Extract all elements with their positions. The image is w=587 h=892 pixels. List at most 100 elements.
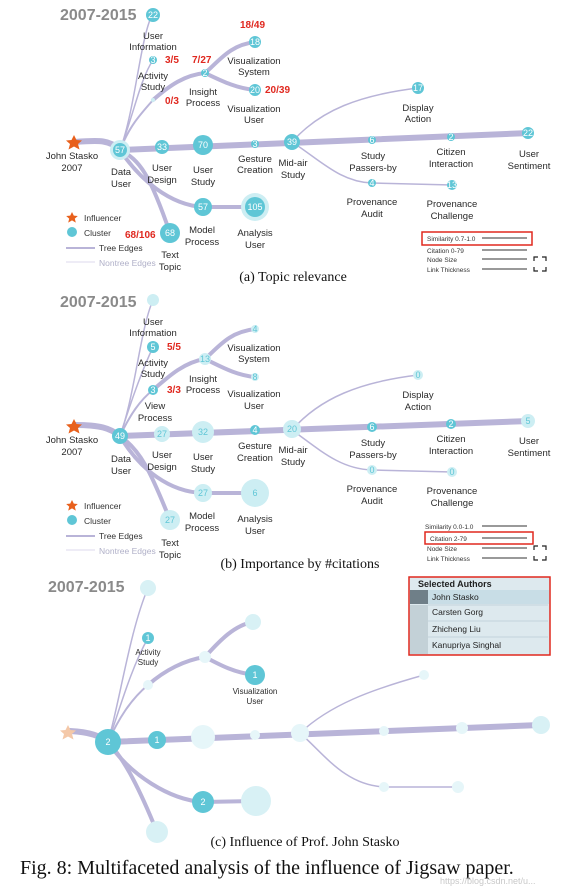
node-user-design[interactable]	[154, 426, 170, 442]
node-user-information[interactable]	[146, 8, 160, 22]
node-label: Process	[186, 385, 221, 396]
panel-b-edges	[72, 299, 533, 522]
influencer-star-icon[interactable]	[66, 135, 82, 150]
node-citizen-interaction[interactable]	[446, 419, 456, 429]
node-provenance-challenge[interactable]	[447, 467, 457, 477]
node-data-user[interactable]	[95, 729, 121, 755]
node-display-action[interactable]	[412, 82, 424, 94]
node-user-design[interactable]	[155, 140, 169, 154]
node-activity-study[interactable]	[149, 56, 157, 64]
similarity-slider[interactable]	[482, 237, 527, 239]
node-unnamed[interactable]	[151, 98, 155, 102]
legend-nontree-edges: Nontree Edges	[99, 258, 156, 268]
node-cluster[interactable]	[419, 670, 429, 680]
node-midair-study[interactable]	[284, 134, 300, 150]
node-gesture-creation[interactable]	[250, 425, 260, 435]
node-visualization-user[interactable]	[251, 373, 259, 381]
author-row-selected[interactable]	[410, 590, 549, 604]
node-user-study[interactable]	[193, 135, 213, 155]
node-provenance-challenge[interactable]	[447, 180, 457, 190]
node-number: 1	[154, 735, 159, 745]
node-model-process[interactable]	[194, 484, 212, 502]
node-visualization-system[interactable]	[251, 325, 259, 333]
citation-slider[interactable]	[482, 537, 527, 539]
influencer-star-icon[interactable]	[66, 419, 82, 434]
node-study-passersby[interactable]	[368, 136, 376, 144]
node-user-sentiment[interactable]	[522, 127, 534, 139]
node-label: Provenance	[347, 197, 398, 208]
node-insight-process[interactable]	[199, 353, 211, 365]
node-provenance-audit[interactable]	[368, 179, 376, 187]
node-number: 39	[287, 137, 297, 147]
root-label: John Stasko	[46, 151, 98, 162]
node-cluster[interactable]	[199, 651, 211, 663]
node-analysis-user[interactable]	[241, 479, 269, 507]
similarity-label: Similarity 0.7-1.0	[427, 236, 476, 243]
node-activity-study[interactable]	[147, 341, 159, 353]
influencer-star-icon[interactable]	[60, 725, 76, 740]
node-cluster[interactable]	[146, 821, 168, 843]
node-visualization-user[interactable]	[249, 84, 261, 96]
node-size-slider[interactable]	[482, 258, 527, 260]
similarity-slider[interactable]	[482, 525, 527, 527]
node-cluster[interactable]	[456, 722, 468, 734]
node-cluster[interactable]	[379, 782, 389, 792]
node-insight-process[interactable]	[201, 69, 209, 77]
node-number: 6	[252, 488, 257, 498]
citation-label: Citation 0-79	[427, 248, 464, 255]
node-label: Study	[191, 177, 216, 188]
node-cluster[interactable]	[291, 724, 309, 742]
node-display-action[interactable]	[413, 370, 423, 380]
node-data-user[interactable]	[112, 428, 128, 444]
node-text-topic[interactable]	[160, 223, 180, 243]
node-visualization-system[interactable]	[249, 36, 261, 48]
node-provenance-audit[interactable]	[367, 465, 377, 475]
node-user-study[interactable]	[192, 421, 214, 443]
node-cluster[interactable]	[241, 786, 271, 816]
citation-slider[interactable]	[482, 249, 527, 251]
ratio-annotation: 20/39	[265, 85, 290, 96]
root-year: 2007	[61, 447, 82, 458]
node-cluster[interactable]	[532, 716, 550, 734]
node-cluster[interactable]	[250, 730, 260, 740]
node-study-passersby[interactable]	[367, 422, 377, 432]
node-cluster[interactable]	[245, 614, 261, 630]
node-label: View	[145, 401, 166, 412]
link-thickness-slider[interactable]	[482, 268, 527, 270]
fullscreen-icon[interactable]	[533, 256, 547, 272]
node-analysis-user[interactable]	[245, 197, 265, 217]
node-user-information[interactable]	[147, 294, 159, 306]
fullscreen-icon[interactable]	[533, 545, 547, 561]
node-cluster[interactable]	[140, 580, 156, 596]
node-midair-study[interactable]	[283, 420, 301, 438]
panel-b: 2007-2015 User Information 5 Activity St	[46, 294, 551, 572]
node-data-user[interactable]	[113, 143, 127, 157]
node-gesture-creation[interactable]	[251, 140, 259, 148]
node-cluster[interactable]	[452, 781, 464, 793]
node-citizen-interaction[interactable]	[447, 133, 455, 141]
author-name[interactable]: Zhicheng Liu	[432, 624, 481, 634]
node-size-slider[interactable]	[482, 547, 527, 549]
node-model-process[interactable]	[192, 791, 214, 813]
node-label: Data	[111, 454, 132, 465]
node-label: User	[244, 115, 264, 126]
node-text-topic[interactable]	[160, 510, 180, 530]
author-name[interactable]: Carsten Gorg	[432, 607, 483, 617]
node-number: 27	[157, 429, 167, 439]
node-number: 6	[369, 135, 374, 145]
node-activity-study[interactable]	[142, 632, 154, 644]
node-model-process[interactable]	[194, 198, 212, 216]
panel-b-nodes: User Information 5 Activity Study 3 View…	[46, 294, 551, 561]
author-name[interactable]: Kanupriya Singhal	[432, 640, 501, 650]
node-label: Process	[186, 98, 221, 109]
node-view-process[interactable]	[148, 385, 158, 395]
node-user-design[interactable]	[148, 731, 166, 749]
ratio-annotation: 3/3	[167, 385, 181, 396]
node-user-sentiment[interactable]	[521, 414, 535, 428]
panel-a-controls: Similarity 0.7-1.0 Citation 0-79 Node Si…	[421, 231, 547, 274]
node-cluster[interactable]	[143, 680, 153, 690]
node-cluster[interactable]	[191, 725, 215, 749]
node-visualization-user[interactable]	[245, 665, 265, 685]
link-thickness-slider[interactable]	[482, 557, 527, 559]
node-cluster[interactable]	[379, 726, 389, 736]
